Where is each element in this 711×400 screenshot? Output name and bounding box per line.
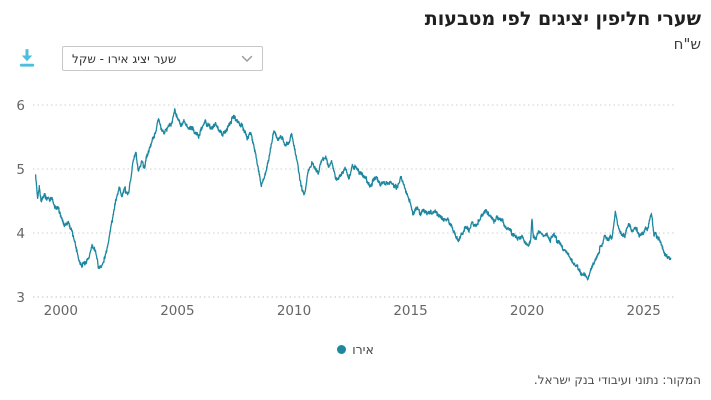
unit-label: ש"ח: [673, 34, 701, 53]
series-line-euro: [34, 108, 672, 281]
x-tick-label: 2025: [627, 303, 661, 319]
y-tick-label: 3: [16, 290, 25, 306]
series-select[interactable]: שער יציג אירו - שקל: [62, 46, 263, 71]
chart-header: שערי חליפין יציגים לפי מטבעות ש"ח: [425, 8, 701, 53]
line-chart-canvas: 3 4 5 6 2000 2005 2010 2015 2020 2025: [16, 98, 675, 319]
series-select-value: שער יציג אירו - שקל: [72, 51, 177, 66]
x-tick-label: 2010: [277, 303, 311, 319]
legend-label: אירו: [352, 342, 374, 357]
legend-item[interactable]: אירו: [0, 342, 711, 357]
source-note: המקור: נתוני ועיבודי בנק ישראל.: [533, 373, 701, 387]
x-tick-label: 2005: [160, 303, 194, 319]
x-tick-label: 2015: [393, 303, 427, 319]
y-tick-label: 6: [16, 98, 25, 114]
chevron-down-icon: [241, 55, 253, 62]
page-title: שערי חליפין יציגים לפי מטבעות: [424, 8, 701, 30]
y-tick-label: 5: [16, 162, 25, 178]
download-button[interactable]: [15, 47, 39, 71]
x-tick-label: 2020: [510, 303, 544, 319]
y-tick-label: 4: [16, 226, 25, 242]
download-icon: [19, 49, 35, 67]
x-tick-label: 2000: [44, 303, 78, 319]
legend-dot: [337, 345, 347, 354]
